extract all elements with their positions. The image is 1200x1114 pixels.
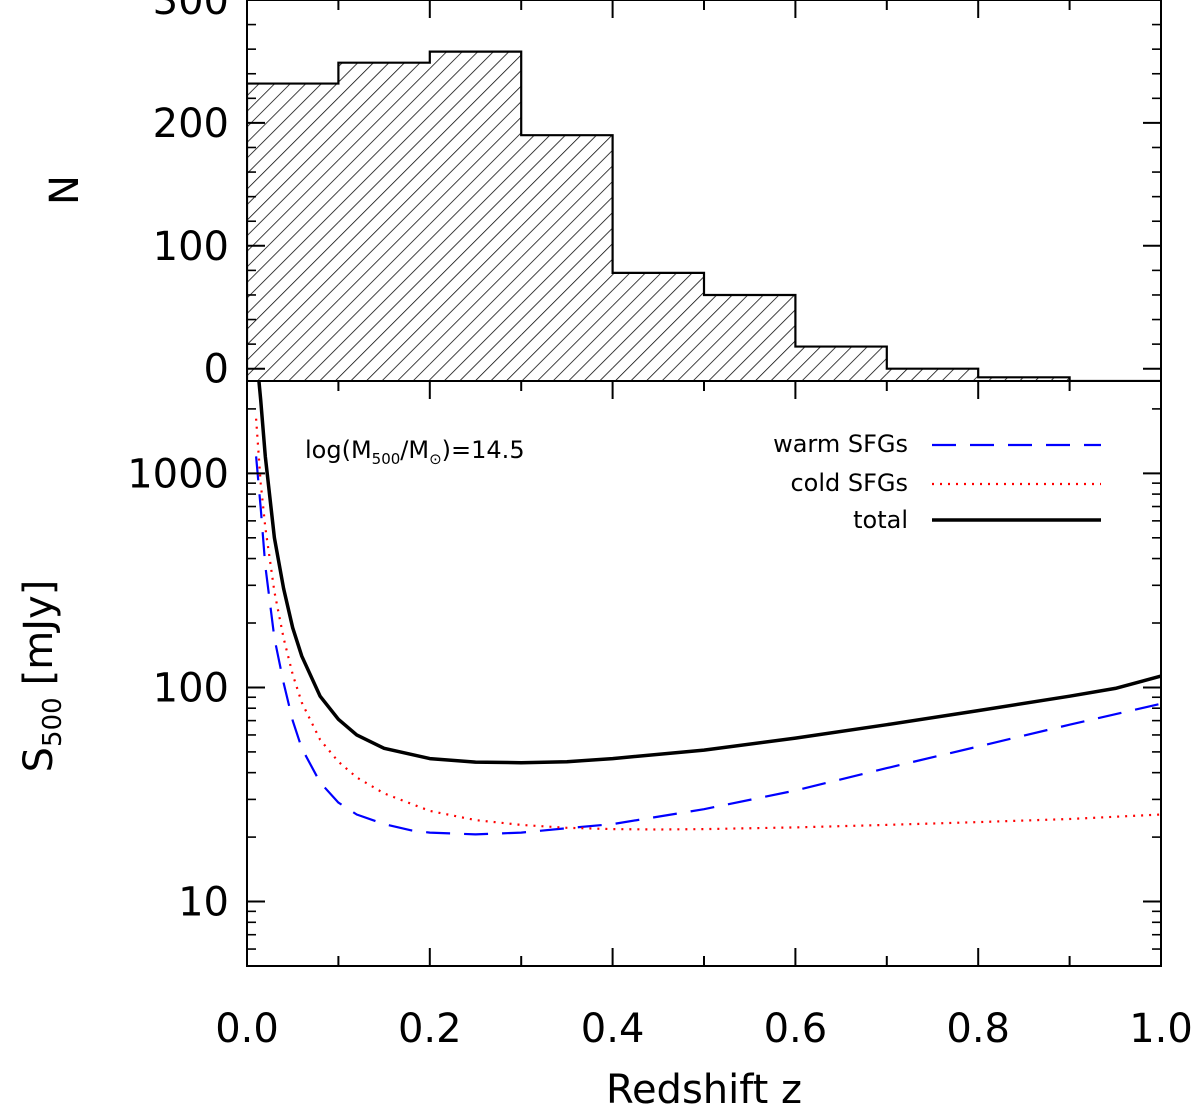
x-tick-label: 1.0 <box>1129 1006 1193 1052</box>
y-axis-symbol: S <box>16 747 62 772</box>
histogram-y-tick-labels: 0 100 200 300 <box>153 0 229 393</box>
legend: warm SFGs cold SFGs total <box>773 430 1101 534</box>
legend-label-total: total <box>853 506 908 534</box>
histogram-y-tick-label: 0 <box>204 347 229 393</box>
histogram-y-tick-label: 100 <box>153 224 229 270</box>
x-tick-label: 0.8 <box>946 1006 1010 1052</box>
histogram-bar <box>886 368 979 381</box>
histogram-bars <box>247 50 1161 381</box>
histogram-bar <box>795 346 887 381</box>
flux-y-tick-label: 10 <box>178 880 229 926</box>
x-tick-label: 0.6 <box>764 1006 828 1052</box>
x-axis-title: Redshift z <box>606 1067 802 1113</box>
cold-sfgs-curve <box>255 418 1161 831</box>
histogram-bar <box>338 62 430 381</box>
warm-sfgs-curve <box>255 456 1161 836</box>
svg-text:S500[mJy]: S500 [mJy] <box>16 580 68 773</box>
flux-y-tick-label: 100 <box>153 665 229 711</box>
mass-annotation: log(M500/M⊙)=14.5 <box>305 436 525 468</box>
x-tick-labels: 0.0 0.2 0.4 0.6 0.8 1.0 <box>215 1006 1193 1052</box>
total-curve <box>257 381 1161 765</box>
flux-y-tick-labels: 10 100 1000 <box>127 451 229 925</box>
histogram-bar <box>247 83 339 381</box>
legend-label-warm: warm SFGs <box>773 430 908 458</box>
flux-ticks <box>246 381 1162 967</box>
legend-label-cold: cold SFGs <box>790 469 908 497</box>
histogram-panel: 0 100 200 300 N <box>42 0 1162 393</box>
histogram-bar <box>612 272 704 381</box>
histogram-bar <box>521 135 613 381</box>
x-tick-label: 0.2 <box>398 1006 462 1052</box>
y-axis-subscript: 500 <box>38 697 68 747</box>
histogram-bar <box>429 51 522 381</box>
flux-frame <box>246 380 1162 967</box>
histogram-outline <box>247 50 1161 381</box>
histogram-ticks <box>246 0 1162 370</box>
histogram-y-axis-title: N <box>42 175 88 205</box>
histogram-y-tick-label: 200 <box>153 101 229 147</box>
x-tick-label: 0.4 <box>581 1006 645 1052</box>
y-axis-unit: [mJy] <box>16 580 62 686</box>
flux-y-axis-title: S500 [mJy] <box>16 580 68 773</box>
x-tick-label: 0.0 <box>215 1006 279 1052</box>
flux-curves <box>255 381 1161 836</box>
histogram-y-tick-label: 300 <box>153 0 229 24</box>
histogram-bar <box>978 377 1070 381</box>
histogram-bar <box>704 294 796 381</box>
flux-y-tick-label: 1000 <box>127 451 229 497</box>
